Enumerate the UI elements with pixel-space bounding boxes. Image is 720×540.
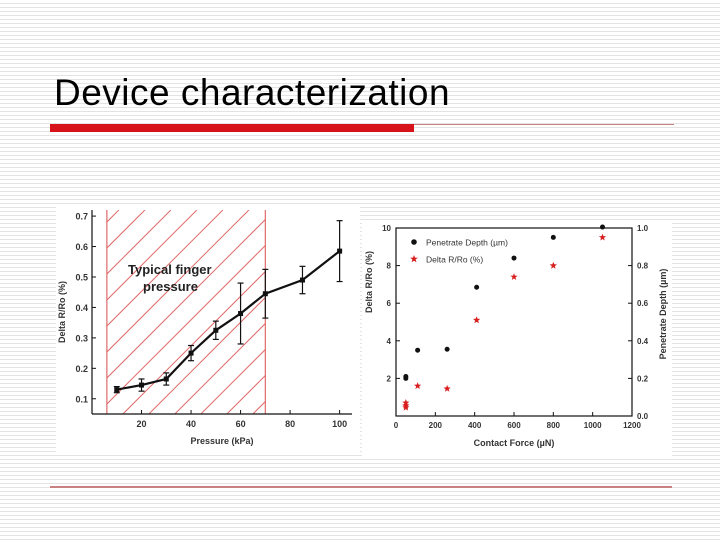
y-tick-label: 10 bbox=[382, 224, 391, 233]
y2-tick-label: 0.4 bbox=[637, 337, 649, 346]
depth-point bbox=[444, 346, 450, 352]
y2-tick-label: 0.0 bbox=[637, 412, 649, 421]
resistance-point bbox=[443, 384, 451, 392]
x-tick-label: 1000 bbox=[584, 421, 602, 430]
data-point bbox=[213, 327, 219, 333]
x-tick-label: 40 bbox=[186, 419, 196, 429]
x-tick-label: 60 bbox=[236, 419, 246, 429]
pressure-chart-panel: Typical finger pressure 0.1 0.2 0.3 0.4 0.5 0.6… bbox=[56, 204, 360, 454]
hatch-line bbox=[148, 296, 266, 414]
y2-axis-label: Penetrate Depth (µm) bbox=[658, 269, 668, 360]
hatch-line bbox=[106, 210, 198, 301]
data-point bbox=[238, 311, 244, 317]
x-tick-label: 1200 bbox=[623, 421, 641, 430]
hatch-line bbox=[357, 210, 360, 414]
resistance-point bbox=[402, 399, 410, 406]
x-axis-label: Pressure (kPa) bbox=[190, 436, 253, 446]
data-point bbox=[262, 291, 268, 297]
contact-force-chart-panel: 2 4 6 8 10 0.0 0.2 0.4 0.6 0.8 1.0 0 200 400 600 800 100… bbox=[362, 220, 672, 456]
title-underline bbox=[414, 124, 674, 125]
hatch-line bbox=[122, 270, 266, 414]
x-tick-label: 0 bbox=[394, 421, 399, 430]
x-tick-label: 200 bbox=[429, 421, 443, 430]
data-point bbox=[188, 350, 194, 356]
x-tick-label: 600 bbox=[507, 421, 521, 430]
region-label-line2: pressure bbox=[143, 279, 198, 294]
resistance-point bbox=[414, 382, 422, 389]
region-label-line1: Typical finger bbox=[128, 262, 212, 277]
contact-force-chart: 2 4 6 8 10 0.0 0.2 0.4 0.6 0.8 1.0 0 200 400 600 800 100… bbox=[364, 224, 668, 448]
hatch-line bbox=[305, 210, 360, 414]
hatch-line bbox=[174, 322, 266, 414]
y-tick-label: 0.3 bbox=[75, 333, 88, 343]
y-tick-label: 8 bbox=[387, 262, 392, 271]
y-tick-label: 0.1 bbox=[75, 394, 88, 404]
x-tick-label: 800 bbox=[547, 421, 561, 430]
hatch-line bbox=[200, 348, 266, 414]
hatch-line bbox=[106, 210, 172, 275]
data-point bbox=[139, 382, 145, 388]
slide-title: Device characterization bbox=[54, 72, 451, 113]
resistance-point bbox=[549, 261, 557, 269]
hatch-line bbox=[106, 210, 146, 249]
y-tick-label: 0.4 bbox=[75, 303, 88, 313]
data-point bbox=[163, 376, 169, 382]
data-point bbox=[114, 387, 120, 393]
y-tick-label: 6 bbox=[387, 299, 392, 308]
legend-label-resistance: Delta R/Ro (%) bbox=[426, 255, 483, 265]
resistance-point bbox=[473, 316, 481, 324]
x-tick-label: 100 bbox=[332, 419, 347, 429]
x-tick-label: 80 bbox=[285, 419, 295, 429]
legend-label-depth: Penetrate Depth (µm) bbox=[426, 238, 508, 248]
resistance-point bbox=[510, 273, 518, 280]
hatch-line bbox=[226, 374, 266, 414]
depth-point bbox=[415, 347, 421, 353]
y-tick-label: 0.5 bbox=[75, 272, 88, 282]
data-point bbox=[337, 248, 343, 254]
hatch-line bbox=[106, 210, 224, 327]
resistance-point bbox=[598, 233, 607, 241]
y-tick-label: 0.7 bbox=[75, 212, 88, 222]
legend-marker-depth bbox=[411, 239, 417, 245]
y-axis-label: Delta R/Ro (%) bbox=[57, 281, 67, 343]
x-tick-label: 20 bbox=[137, 419, 147, 429]
hatched-region bbox=[106, 210, 360, 414]
title-accent-bar bbox=[50, 124, 414, 132]
y2-tick-label: 0.2 bbox=[637, 374, 649, 383]
y2-tick-label: 0.8 bbox=[637, 262, 649, 271]
depth-point bbox=[474, 284, 480, 290]
hatch-line bbox=[331, 210, 360, 414]
depth-point bbox=[403, 374, 409, 380]
depth-point bbox=[550, 234, 556, 240]
depth-point bbox=[600, 224, 605, 230]
hatch-line bbox=[106, 210, 250, 353]
footer-divider bbox=[50, 486, 672, 488]
x-tick-label: 400 bbox=[468, 421, 482, 430]
y-tick-label: 0.2 bbox=[75, 364, 88, 374]
y-tick-label: 4 bbox=[387, 337, 392, 346]
y2-tick-label: 1.0 bbox=[637, 224, 649, 233]
y-tick-label: 2 bbox=[387, 374, 392, 383]
depth-point bbox=[511, 255, 517, 261]
y-tick-label: 0.6 bbox=[75, 242, 88, 252]
data-point bbox=[299, 277, 305, 283]
y-axis-label: Delta R/Ro (%) bbox=[364, 251, 374, 313]
pressure-response-chart: Typical finger pressure 0.1 0.2 0.3 0.4 0.5 0.6… bbox=[57, 210, 360, 446]
hatch-line bbox=[279, 210, 360, 414]
resistance-point bbox=[402, 403, 410, 411]
x-axis-label: Contact Force (µN) bbox=[474, 438, 555, 448]
hatch-line bbox=[106, 218, 266, 379]
y2-tick-label: 0.6 bbox=[637, 299, 649, 308]
hatch-line bbox=[106, 244, 266, 405]
legend-marker-resistance bbox=[410, 255, 418, 263]
hatch-line bbox=[252, 400, 266, 414]
